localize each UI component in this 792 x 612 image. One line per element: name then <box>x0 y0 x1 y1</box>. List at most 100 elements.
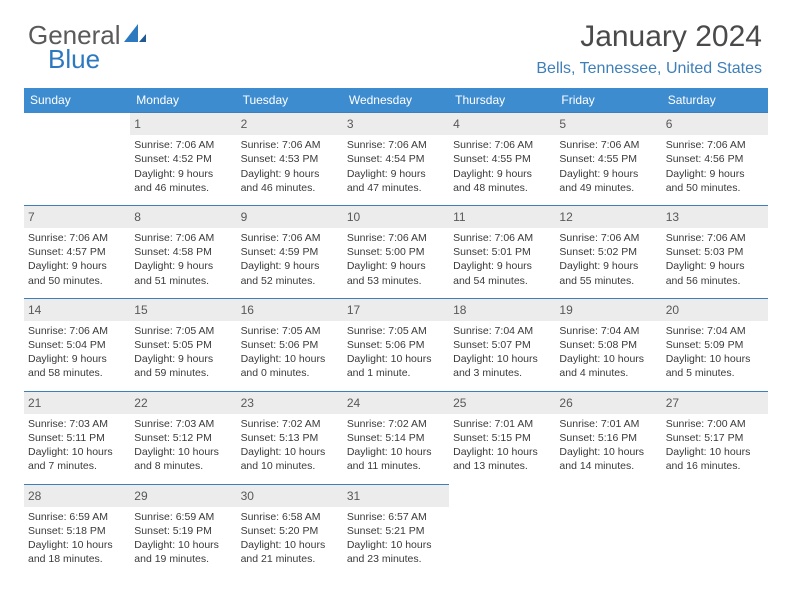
weekday-header-row: Sunday Monday Tuesday Wednesday Thursday… <box>24 88 768 113</box>
daylight-text: Daylight: 9 hours <box>666 259 764 273</box>
day-number: 4 <box>449 113 555 135</box>
sunrise-text: Sunrise: 7:00 AM <box>666 417 764 431</box>
day-number: 13 <box>662 206 768 228</box>
calendar-week-row: 1Sunrise: 7:06 AMSunset: 4:52 PMDaylight… <box>24 113 768 206</box>
calendar-day-cell: 25Sunrise: 7:01 AMSunset: 5:15 PMDayligh… <box>449 391 555 484</box>
calendar-day-cell <box>449 484 555 576</box>
sunset-text: Sunset: 5:16 PM <box>559 431 657 445</box>
daylight-text-2: and 0 minutes. <box>241 366 339 380</box>
calendar-day-cell: 9 Sunrise: 7:06 AMSunset: 4:59 PMDaylight… <box>237 205 343 298</box>
daylight-text-2: and 50 minutes. <box>666 181 764 195</box>
calendar-day-cell <box>555 484 661 576</box>
calendar-week-row: 7Sunrise: 7:06 AMSunset: 4:57 PMDaylight… <box>24 205 768 298</box>
weekday-header: Sunday <box>24 88 130 113</box>
sunset-text: Sunset: 5:12 PM <box>134 431 232 445</box>
daylight-text-2: and 3 minutes. <box>453 366 551 380</box>
calendar-day-cell: 6Sunrise: 7:06 AMSunset: 4:56 PMDaylight… <box>662 113 768 206</box>
daylight-text-2: and 13 minutes. <box>453 459 551 473</box>
sunrise-text: Sunrise: 7:05 AM <box>241 324 339 338</box>
location-subtitle: Bells, Tennessee, United States <box>24 60 762 78</box>
sunset-text: Sunset: 5:09 PM <box>666 338 764 352</box>
daylight-text-2: and 52 minutes. <box>241 274 339 288</box>
daylight-text: Daylight: 10 hours <box>666 445 764 459</box>
calendar-day-cell: 16 Sunrise: 7:05 AMSunset: 5:06 PMDayligh… <box>237 298 343 391</box>
day-number: 14 <box>24 299 130 321</box>
sunrise-text: Sunrise: 7:06 AM <box>559 138 657 152</box>
calendar-week-row: 21Sunrise: 7:03 AMSunset: 5:11 PMDayligh… <box>24 391 768 484</box>
day-number: 26 <box>555 392 661 414</box>
daylight-text: Daylight: 10 hours <box>347 538 445 552</box>
sunrise-text: Sunrise: 7:01 AM <box>453 417 551 431</box>
daylight-text-2: and 50 minutes. <box>28 274 126 288</box>
sunset-text: Sunset: 5:01 PM <box>453 245 551 259</box>
sunset-text: Sunset: 4:59 PM <box>241 245 339 259</box>
daylight-text-2: and 48 minutes. <box>453 181 551 195</box>
daylight-text: Daylight: 10 hours <box>347 352 445 366</box>
sunrise-text: Sunrise: 7:06 AM <box>241 231 339 245</box>
sunrise-text: Sunrise: 7:02 AM <box>347 417 445 431</box>
sunset-text: Sunset: 4:57 PM <box>28 245 126 259</box>
daylight-text-2: and 59 minutes. <box>134 366 232 380</box>
sunrise-text: Sunrise: 7:03 AM <box>28 417 126 431</box>
daylight-text: Daylight: 10 hours <box>559 445 657 459</box>
calendar-day-cell: 29Sunrise: 6:59 AMSunset: 5:19 PMDayligh… <box>130 484 236 576</box>
sunrise-text: Sunrise: 7:06 AM <box>347 138 445 152</box>
daylight-text-2: and 46 minutes. <box>241 181 339 195</box>
day-number: 28 <box>24 485 130 507</box>
weekday-header: Friday <box>555 88 661 113</box>
sunrise-text: Sunrise: 7:06 AM <box>666 138 764 152</box>
daylight-text-2: and 1 minute. <box>347 366 445 380</box>
daylight-text-2: and 7 minutes. <box>28 459 126 473</box>
day-number: 21 <box>24 392 130 414</box>
sunset-text: Sunset: 5:06 PM <box>241 338 339 352</box>
sunset-text: Sunset: 5:21 PM <box>347 524 445 538</box>
sunrise-text: Sunrise: 7:06 AM <box>453 138 551 152</box>
sunrise-text: Sunrise: 6:57 AM <box>347 510 445 524</box>
sunset-text: Sunset: 5:14 PM <box>347 431 445 445</box>
daylight-text-2: and 14 minutes. <box>559 459 657 473</box>
calendar-day-cell <box>662 484 768 576</box>
day-number: 31 <box>343 485 449 507</box>
calendar-day-cell <box>24 113 130 206</box>
day-number: 10 <box>343 206 449 228</box>
sunrise-text: Sunrise: 7:05 AM <box>134 324 232 338</box>
sunrise-text: Sunrise: 7:06 AM <box>28 324 126 338</box>
daylight-text: Daylight: 9 hours <box>347 259 445 273</box>
sail-icon <box>124 24 146 44</box>
daylight-text: Daylight: 10 hours <box>241 445 339 459</box>
calendar-day-cell: 20Sunrise: 7:04 AMSunset: 5:09 PMDayligh… <box>662 298 768 391</box>
calendar-day-cell: 1Sunrise: 7:06 AMSunset: 4:52 PMDaylight… <box>130 113 236 206</box>
daylight-text-2: and 54 minutes. <box>453 274 551 288</box>
daylight-text-2: and 16 minutes. <box>666 459 764 473</box>
sunrise-text: Sunrise: 7:06 AM <box>347 231 445 245</box>
calendar-day-cell: 27Sunrise: 7:00 AMSunset: 5:17 PMDayligh… <box>662 391 768 484</box>
daylight-text: Daylight: 10 hours <box>241 352 339 366</box>
day-number: 11 <box>449 206 555 228</box>
sunset-text: Sunset: 5:03 PM <box>666 245 764 259</box>
day-number: 16 <box>237 299 343 321</box>
daylight-text: Daylight: 10 hours <box>28 445 126 459</box>
day-number: 9 <box>237 206 343 228</box>
daylight-text: Daylight: 10 hours <box>134 538 232 552</box>
daylight-text: Daylight: 9 hours <box>241 167 339 181</box>
day-number: 8 <box>130 206 236 228</box>
day-number: 17 <box>343 299 449 321</box>
sunset-text: Sunset: 4:54 PM <box>347 152 445 166</box>
daylight-text: Daylight: 10 hours <box>453 352 551 366</box>
day-number: 18 <box>449 299 555 321</box>
daylight-text-2: and 53 minutes. <box>347 274 445 288</box>
calendar-body: 1Sunrise: 7:06 AMSunset: 4:52 PMDaylight… <box>24 113 768 577</box>
sunset-text: Sunset: 5:04 PM <box>28 338 126 352</box>
sunset-text: Sunset: 5:08 PM <box>559 338 657 352</box>
daylight-text: Daylight: 9 hours <box>134 352 232 366</box>
day-number: 19 <box>555 299 661 321</box>
sunrise-text: Sunrise: 6:59 AM <box>134 510 232 524</box>
daylight-text: Daylight: 10 hours <box>666 352 764 366</box>
daylight-text: Daylight: 10 hours <box>347 445 445 459</box>
daylight-text-2: and 56 minutes. <box>666 274 764 288</box>
daylight-text: Daylight: 9 hours <box>28 352 126 366</box>
day-number: 22 <box>130 392 236 414</box>
daylight-text: Daylight: 9 hours <box>241 259 339 273</box>
day-number: 5 <box>555 113 661 135</box>
sunrise-text: Sunrise: 7:01 AM <box>559 417 657 431</box>
